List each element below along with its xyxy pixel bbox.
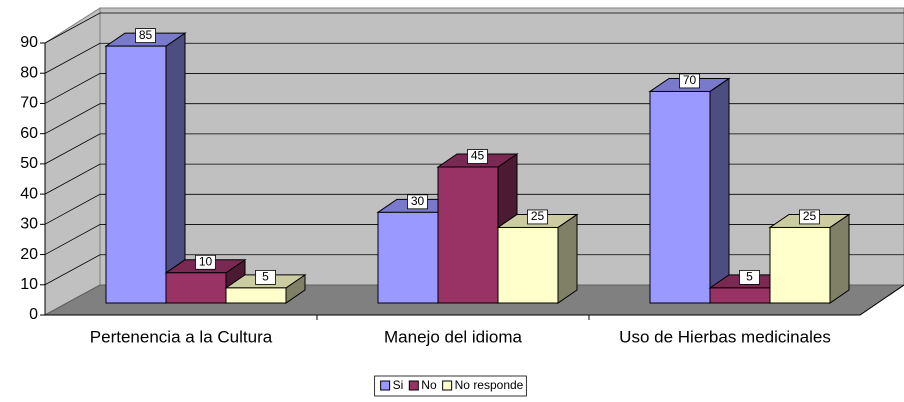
bar-front [649, 90, 711, 304]
bar-front [709, 287, 771, 304]
value-label-box [739, 269, 760, 285]
value-label: 30 [411, 194, 425, 208]
value-label-box [135, 28, 156, 44]
legend-swatch [380, 380, 391, 391]
value-label-box [407, 194, 428, 210]
value-label: 45 [471, 149, 485, 163]
legend-label: No [421, 378, 437, 392]
grid-line [44, 163, 904, 195]
bar-side [829, 213, 850, 304]
value-label: 5 [746, 270, 753, 284]
grid-line [44, 224, 904, 255]
side-wall [44, 7, 101, 316]
value-label-box [679, 73, 700, 89]
bar-front [165, 272, 227, 304]
value-label: 85 [139, 28, 153, 42]
value-label-box [527, 209, 548, 225]
x-tick-label: Manejo del idioma [384, 327, 523, 346]
y-tick-label: 60 [20, 125, 38, 142]
legend-label: No responde [455, 378, 524, 392]
bar-front [497, 226, 559, 304]
y-tick-label: 90 [20, 34, 38, 51]
y-tick-label: 10 [20, 276, 38, 293]
y-tick-label: 30 [20, 216, 38, 233]
legend: Si No No responde [374, 375, 527, 397]
value-label: 70 [683, 73, 697, 87]
bar-side [557, 213, 578, 304]
grid-line [44, 103, 904, 135]
y-tick-label: 80 [20, 64, 38, 81]
legend-swatch [408, 380, 419, 391]
value-label: 10 [199, 254, 213, 268]
y-tick-label: 50 [20, 155, 38, 172]
y-tick-label: 40 [20, 185, 38, 202]
value-label-box [195, 254, 216, 270]
value-label-box [799, 209, 820, 225]
bar-front [105, 45, 167, 304]
value-label-box [255, 269, 276, 285]
legend-swatch [442, 380, 453, 391]
floor-edge [859, 284, 904, 316]
bar [104, 32, 187, 304]
x-tick-label: Uso de Hierbas medicinales [619, 327, 831, 346]
y-tick-label: 20 [20, 246, 38, 263]
grid-line [44, 12, 904, 44]
value-label: 25 [803, 209, 817, 223]
bar-front [377, 211, 439, 304]
value-label-box [467, 149, 488, 164]
grid-line [44, 42, 904, 74]
legend-label: Si [393, 378, 404, 392]
grid-line [44, 254, 904, 286]
value-label: 5 [262, 270, 269, 284]
bar [648, 77, 731, 304]
y-tick-label: 0 [29, 306, 38, 323]
grid-line [44, 193, 904, 225]
bar [224, 273, 307, 304]
x-tick-label: Pertenencia a la Cultura [90, 327, 273, 346]
bar-front [225, 287, 287, 304]
bar [496, 213, 579, 304]
grid-line [44, 133, 904, 165]
bar-front [437, 166, 499, 304]
y-tick-label: 70 [20, 95, 38, 112]
grid-line [44, 73, 904, 104]
bar-front [769, 226, 831, 304]
value-label: 25 [531, 209, 545, 223]
bar [768, 213, 851, 304]
bar-side [709, 77, 730, 304]
